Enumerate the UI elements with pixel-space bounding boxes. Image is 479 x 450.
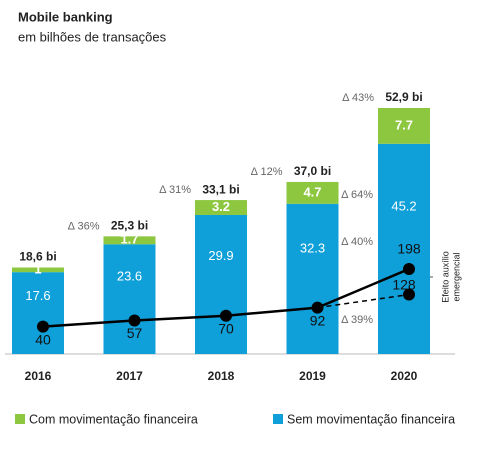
x-tick-label: 2019 <box>299 369 326 383</box>
value-label: 4.7 <box>303 184 321 199</box>
value-label: 7.7 <box>395 117 413 132</box>
value-label: 32.3 <box>300 240 325 255</box>
growth-label: Δ 36% <box>68 220 100 232</box>
line-label: 40 <box>35 331 51 347</box>
bar-segment <box>12 272 64 354</box>
value-label: 17.6 <box>25 288 50 303</box>
line-label: 198 <box>397 241 421 257</box>
total-label: 18,6 bi <box>19 250 56 264</box>
total-label: 37,0 bi <box>294 164 331 178</box>
line-label: 57 <box>127 325 143 341</box>
bar-segment <box>12 267 64 273</box>
line-point <box>128 314 141 327</box>
annotation: Δ 39% <box>341 314 373 326</box>
value-label: 45.2 <box>391 198 416 213</box>
line-point <box>403 288 415 301</box>
total-label: 33,1 bi <box>202 182 239 196</box>
bar-segment <box>103 236 156 245</box>
line-point <box>37 320 49 333</box>
bar-segment <box>195 214 247 354</box>
value-label: 23.6 <box>117 269 142 284</box>
value-label: 29.9 <box>208 248 233 263</box>
bar-segment <box>286 181 339 204</box>
line <box>317 293 410 309</box>
growth-label: Δ 31% <box>159 184 191 196</box>
x-tick-label: 2016 <box>25 369 52 383</box>
line-label: 92 <box>310 312 326 328</box>
line-point <box>403 263 415 276</box>
value-label: 1 <box>34 261 41 276</box>
x-tick-label: 2018 <box>208 369 235 383</box>
growth-label: Δ 43% <box>342 92 374 104</box>
chart-subtitle: em bilhões de transações <box>18 29 167 44</box>
line-point <box>220 309 232 322</box>
legend-swatch <box>273 414 283 424</box>
x-tick-label: 2020 <box>391 369 418 383</box>
bracket-label: emergencial <box>451 252 461 301</box>
x-tick-label: 2017 <box>116 369 143 383</box>
value-label: 1.7 <box>120 232 138 247</box>
chart-title: Mobile banking <box>18 9 113 24</box>
bar-segment <box>378 143 430 354</box>
legend-swatch <box>15 414 25 424</box>
legend-label: Com movimentação financeira <box>29 412 198 426</box>
bar-segment <box>286 203 339 354</box>
legend-label: Sem movimentação financeira <box>287 412 455 426</box>
bar-segment <box>378 108 430 144</box>
total-label: 52,9 bi <box>385 90 422 104</box>
total-label: 25,3 bi <box>111 219 148 233</box>
annotation: Δ 40% <box>341 236 373 248</box>
bar-segment <box>103 244 156 354</box>
annotation: Δ 64% <box>341 189 373 201</box>
bar-segment <box>195 200 247 215</box>
line-label: 128 <box>392 276 416 292</box>
line-label: 70 <box>218 320 234 336</box>
bracket-label: Efeito auxílio <box>440 251 450 303</box>
growth-label: Δ 12% <box>251 166 283 178</box>
value-label: 3.2 <box>212 199 230 214</box>
